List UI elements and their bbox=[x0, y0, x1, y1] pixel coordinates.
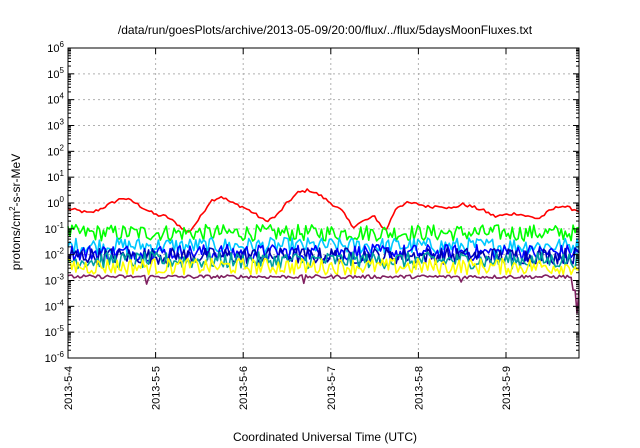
y-tick-base: 10 bbox=[45, 353, 57, 365]
y-tick-label: 10-1 bbox=[45, 221, 65, 236]
y-axis-label-post: -s-sr-MeV bbox=[9, 154, 23, 207]
y-tick-exp: -6 bbox=[57, 350, 65, 359]
series-line bbox=[67, 274, 580, 314]
y-tick-label: 10-3 bbox=[45, 273, 65, 288]
y-tick-label: 101 bbox=[47, 169, 64, 184]
y-axis-label: protons/cm2-s-sr-MeV bbox=[8, 154, 23, 270]
y-tick-label: 10-6 bbox=[45, 350, 65, 365]
y-axis-label-pre: protons/cm bbox=[9, 211, 23, 270]
series-line bbox=[67, 243, 580, 262]
y-tick-base: 10 bbox=[47, 121, 59, 133]
y-tick-label: 106 bbox=[47, 40, 64, 55]
y-tick-exp: 4 bbox=[60, 92, 65, 101]
ticks: 10-610-510-410-310-210-11001011021031041… bbox=[45, 40, 579, 410]
y-tick-base: 10 bbox=[45, 250, 57, 262]
y-tick-label: 10-2 bbox=[45, 247, 65, 262]
y-tick-exp: 5 bbox=[60, 66, 65, 75]
y-tick-label: 102 bbox=[47, 143, 64, 158]
x-axis-label: Coordinated Universal Time (UTC) bbox=[233, 430, 417, 444]
y-tick-base: 10 bbox=[47, 69, 59, 81]
y-tick-base: 10 bbox=[47, 43, 59, 55]
y-axis-label-sup: 2 bbox=[8, 206, 17, 211]
y-tick-exp: 6 bbox=[60, 40, 65, 49]
series-line bbox=[67, 257, 580, 276]
y-tick-exp: -5 bbox=[57, 324, 65, 333]
x-tick-label: 2013-5-8 bbox=[413, 366, 425, 410]
y-tick-base: 10 bbox=[47, 146, 59, 158]
y-tick-base: 10 bbox=[47, 198, 59, 210]
series-line bbox=[67, 251, 580, 270]
y-tick-base: 10 bbox=[45, 224, 57, 236]
y-tick-label: 10-4 bbox=[45, 298, 65, 313]
y-tick-label: 105 bbox=[47, 66, 64, 81]
y-tick-base: 10 bbox=[45, 327, 57, 339]
y-tick-exp: 0 bbox=[60, 195, 65, 204]
y-tick-base: 10 bbox=[47, 172, 59, 184]
x-tick-label: 2013-5-5 bbox=[151, 366, 163, 410]
x-tick-label: 2013-5-7 bbox=[326, 366, 338, 410]
series-line bbox=[67, 188, 580, 233]
y-tick-base: 10 bbox=[47, 95, 59, 107]
y-tick-label: 103 bbox=[47, 118, 64, 133]
y-tick-exp: 1 bbox=[60, 169, 65, 178]
series-line bbox=[67, 223, 580, 242]
y-tick-base: 10 bbox=[45, 276, 57, 288]
y-tick-base: 10 bbox=[45, 301, 57, 313]
y-tick-exp: -2 bbox=[57, 247, 65, 256]
y-tick-exp: -3 bbox=[57, 273, 65, 282]
series-line bbox=[67, 247, 580, 265]
x-tick-label: 2013-5-4 bbox=[63, 366, 75, 410]
x-tick-label: 2013-5-9 bbox=[501, 366, 513, 410]
y-tick-label: 10-5 bbox=[45, 324, 65, 339]
x-tick-label: 2013-5-6 bbox=[238, 366, 250, 410]
y-tick-exp: -1 bbox=[57, 221, 65, 230]
chart-title: /data/run/goesPlots/archive/2013-05-09/2… bbox=[118, 23, 533, 37]
y-tick-exp: 2 bbox=[60, 143, 65, 152]
y-tick-label: 100 bbox=[47, 195, 64, 210]
y-tick-exp: -4 bbox=[57, 298, 65, 307]
y-tick-exp: 3 bbox=[60, 118, 65, 127]
series-layer bbox=[67, 188, 580, 314]
y-tick-label: 104 bbox=[47, 92, 64, 107]
grid bbox=[68, 48, 579, 358]
